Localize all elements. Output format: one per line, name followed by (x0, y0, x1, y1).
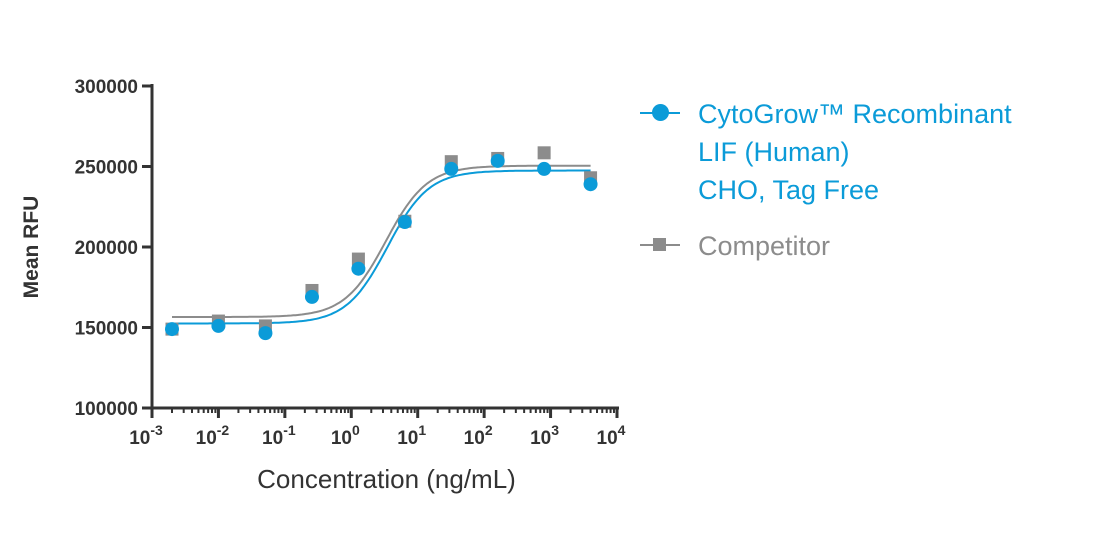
x-axis-label: Concentration (ng/mL) (257, 464, 516, 494)
fit-curve (172, 164, 591, 318)
data-point (164, 322, 179, 337)
x-tick-label: 102 (464, 422, 493, 449)
data-point (444, 161, 459, 176)
x-tick-label: 104 (597, 422, 626, 449)
legend-line-icon (640, 238, 680, 251)
square-marker-icon (653, 238, 666, 251)
data-point (537, 146, 551, 160)
circle-marker-icon (652, 104, 669, 121)
legend-label-line: CytoGrow™ Recombinant (698, 99, 1012, 129)
data-point (351, 252, 365, 266)
data-point (583, 177, 598, 192)
x-tick-label: 103 (530, 422, 559, 449)
x-tick-label: 101 (397, 422, 426, 449)
legend-item-competitor: Competitor (640, 227, 1012, 265)
data-point (537, 161, 552, 176)
data-point (211, 318, 226, 333)
data-point (258, 326, 273, 341)
legend-line-icon (640, 104, 680, 121)
y-tick-label: 250000 (75, 158, 138, 179)
legend-item-cytogrow: CytoGrow™ Recombinant LIF (Human) CHO, T… (640, 95, 1012, 209)
legend-label-line: LIF (Human) (698, 137, 850, 167)
data-point (397, 215, 412, 230)
legend: CytoGrow™ Recombinant LIF (Human) CHO, T… (640, 95, 1012, 283)
x-tick-label: 10-2 (196, 422, 230, 449)
y-axis-label: Mean RFU (20, 196, 43, 299)
y-tick-label: 150000 (75, 319, 138, 340)
data-point (351, 261, 366, 276)
y-tick-label: 300000 (75, 77, 138, 98)
x-tick-label: 10-3 (129, 422, 163, 449)
x-tick-label: 10-1 (262, 422, 296, 449)
data-point (304, 289, 319, 304)
data-point (490, 153, 505, 168)
y-tick-label: 200000 (75, 238, 138, 259)
legend-label-line: Competitor (698, 231, 831, 261)
fit-curve (172, 169, 591, 325)
legend-label-line: CHO, Tag Free (698, 175, 880, 205)
x-tick-label: 100 (331, 422, 360, 449)
y-tick-label: 100000 (75, 399, 138, 420)
